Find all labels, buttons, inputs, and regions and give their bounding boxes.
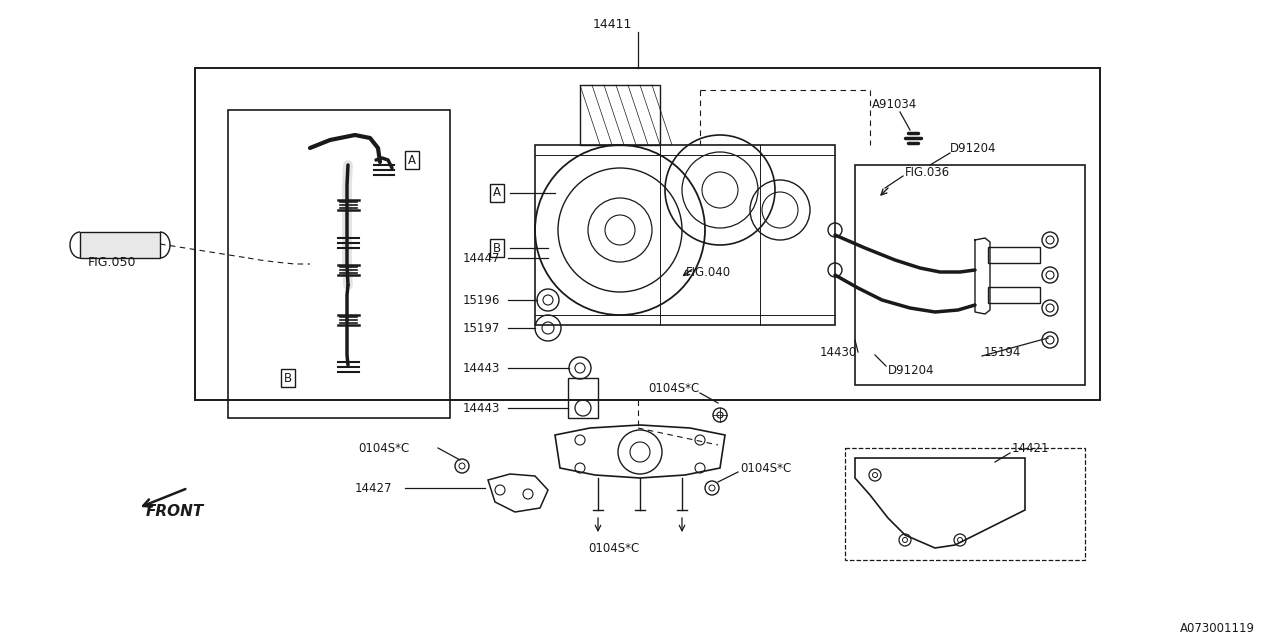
Text: A: A	[408, 154, 416, 166]
Text: FIG.050: FIG.050	[88, 255, 137, 269]
Text: FIG.040: FIG.040	[686, 266, 731, 278]
Polygon shape	[79, 232, 160, 258]
Text: 14421: 14421	[1012, 442, 1050, 454]
Text: 0104S*C: 0104S*C	[648, 381, 699, 394]
Text: 14447: 14447	[463, 252, 500, 264]
Text: 0104S*C: 0104S*C	[740, 461, 791, 474]
Text: B: B	[284, 371, 292, 385]
Text: FRONT: FRONT	[146, 504, 204, 520]
Text: B: B	[493, 241, 500, 255]
Text: A: A	[493, 186, 500, 200]
Text: D91204: D91204	[950, 141, 997, 154]
Text: 15196: 15196	[463, 294, 500, 307]
Text: FIG.036: FIG.036	[905, 166, 950, 179]
Text: 0104S*C: 0104S*C	[358, 442, 410, 454]
Text: 14430: 14430	[820, 346, 858, 358]
Text: 15197: 15197	[463, 321, 500, 335]
Text: 14443: 14443	[463, 362, 500, 374]
Text: 0104S*C: 0104S*C	[588, 541, 639, 554]
Text: 14427: 14427	[355, 481, 393, 495]
Text: 15194: 15194	[984, 346, 1021, 358]
Text: D91204: D91204	[888, 364, 934, 376]
Text: 14443: 14443	[463, 401, 500, 415]
Text: A073001119: A073001119	[1180, 621, 1254, 634]
Text: A91034: A91034	[872, 99, 918, 111]
Text: 14411: 14411	[593, 17, 632, 31]
